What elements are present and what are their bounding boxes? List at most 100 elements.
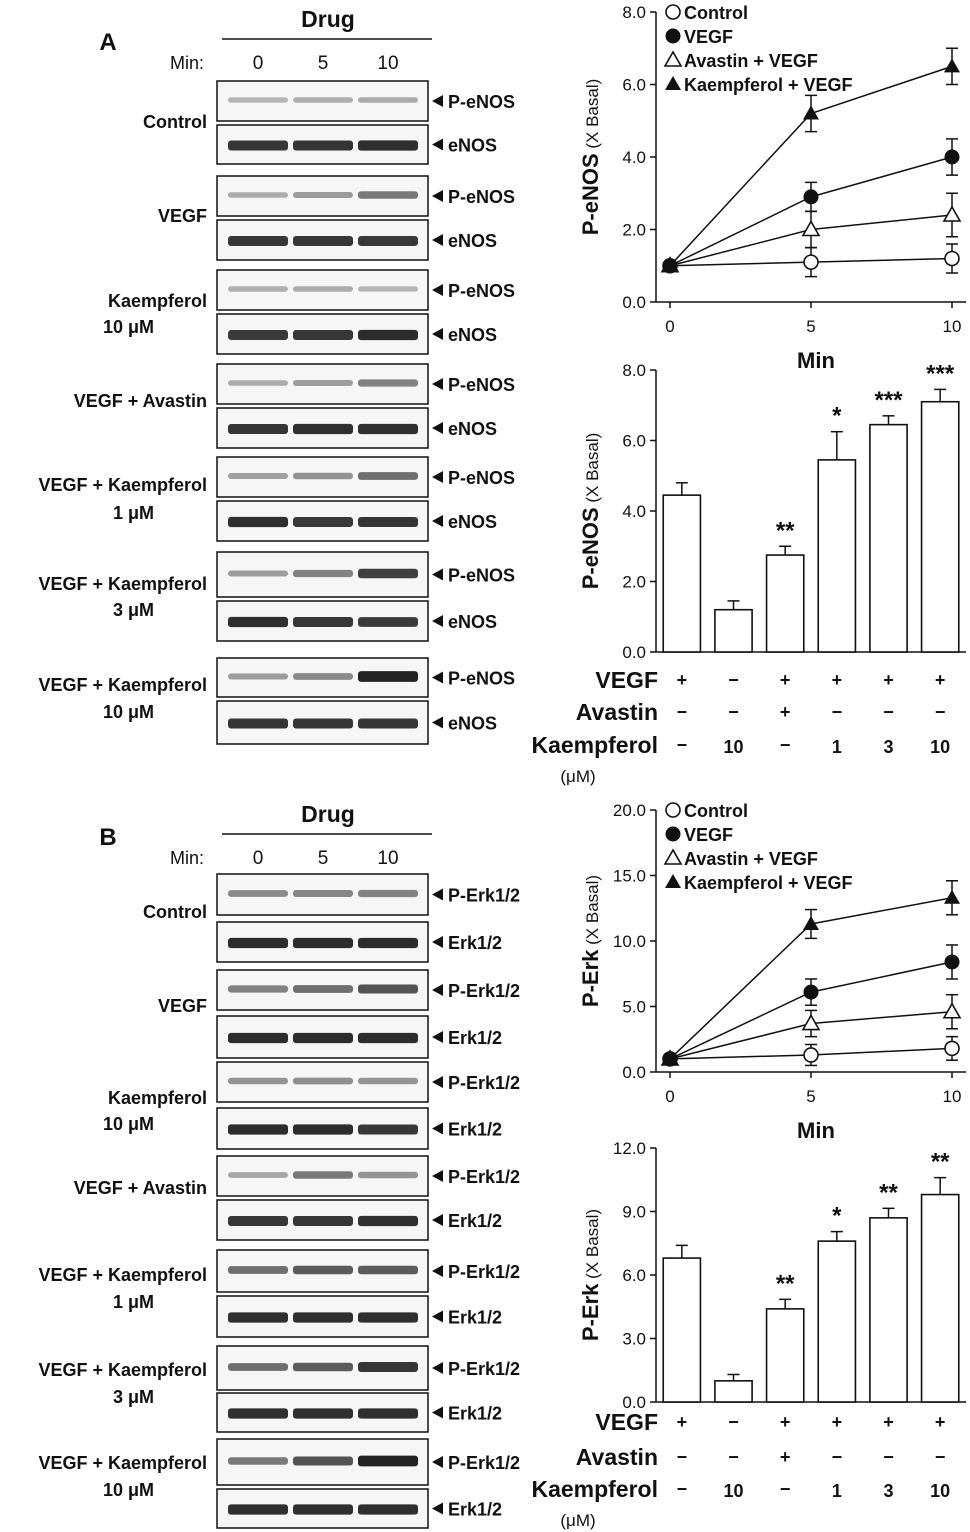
- band-label: Erk1/2: [448, 1120, 502, 1140]
- condition-concentration: 3 μM: [113, 1387, 154, 1407]
- band-arrow-icon: [432, 190, 443, 202]
- y-tick-label: 0.0: [622, 1063, 646, 1082]
- condition-mark: 1: [832, 1481, 842, 1501]
- band-arrow-icon: [432, 716, 443, 729]
- condition-label: VEGF: [158, 996, 207, 1016]
- blot-band: [358, 1215, 418, 1227]
- y-tick-label: 4.0: [622, 148, 646, 167]
- blot-band: [358, 423, 418, 435]
- condition-mark: +: [883, 1412, 894, 1432]
- band-arrow-icon: [432, 1265, 443, 1277]
- blot-band: [293, 1408, 353, 1419]
- condition-label: VEGF + Kaempferol: [38, 1453, 207, 1473]
- y-axis-label: P-Erk (X Basal): [578, 1209, 603, 1341]
- blot-band: [358, 1171, 418, 1179]
- blot-band: [228, 616, 288, 628]
- x-tick-label: 10: [943, 1087, 962, 1106]
- y-tick-label: 6.0: [622, 76, 646, 95]
- significance-label: ***: [874, 387, 903, 414]
- y-tick-label: 0.0: [622, 1393, 646, 1412]
- band-arrow-icon: [432, 1031, 443, 1043]
- blot-band: [293, 718, 353, 729]
- blot-band: [228, 192, 288, 198]
- band-label: P-eNOS: [448, 566, 515, 586]
- blot-band: [228, 718, 288, 729]
- legend-marker: [665, 874, 681, 888]
- blot-band: [293, 1124, 353, 1135]
- blot-band: [228, 937, 288, 949]
- x-tick-label: 0: [665, 317, 674, 336]
- blot-band: [358, 1455, 418, 1467]
- blot-band: [293, 330, 353, 340]
- band-label: P-Erk1/2: [448, 886, 520, 906]
- blot-band: [293, 517, 353, 527]
- condition-mark: −: [677, 1479, 688, 1499]
- blot-band: [228, 673, 288, 680]
- condition-mark: 10: [723, 1481, 743, 1501]
- condition-mark: −: [728, 670, 739, 690]
- bar: [920, 400, 960, 653]
- blot-band: [358, 671, 418, 682]
- legend-marker: [665, 4, 681, 20]
- blot-band: [293, 985, 353, 993]
- blot-band: [293, 423, 353, 435]
- blot-band: [358, 329, 418, 341]
- blot-band: [228, 890, 288, 897]
- blot-band: [293, 1312, 353, 1323]
- blot-band: [293, 1362, 353, 1372]
- condition-mark: −: [935, 702, 946, 722]
- data-point: [944, 149, 960, 165]
- unit-label: (μM): [560, 1511, 595, 1530]
- data-point: [662, 257, 678, 272]
- band-arrow-icon: [432, 138, 443, 151]
- y-tick-label: 5.0: [622, 998, 646, 1017]
- blot-frame: [216, 1061, 429, 1103]
- y-tick-label: 0.0: [622, 643, 646, 662]
- condition-mark: 3: [883, 737, 893, 757]
- y-tick-label: 12.0: [613, 1139, 646, 1158]
- blot-band: [358, 1408, 418, 1419]
- unit-label: (μM): [560, 767, 595, 786]
- condition-label: Kaempferol: [108, 291, 207, 311]
- y-tick-label: 15.0: [613, 867, 646, 886]
- blot-band: [228, 1504, 288, 1515]
- band-label: P-eNOS: [448, 669, 515, 689]
- time-point-label: 10: [377, 53, 398, 74]
- blot-band: [358, 1265, 418, 1275]
- line-chart-peNOS: 0.0 2.0 4.0 6.0 8.0 0 5 10 Min P-eNOS (X Basal) Co…: [578, 3, 966, 373]
- band-label: eNOS: [448, 714, 497, 734]
- condition-row-label: VEGF: [595, 667, 658, 693]
- blot-band: [293, 890, 353, 897]
- condition-label: Control: [143, 112, 207, 132]
- panel-letter: A: [99, 29, 116, 56]
- blot-header-drug: Drug: [301, 6, 355, 32]
- data-point: [803, 1047, 819, 1063]
- band-arrow-icon: [432, 671, 443, 684]
- blot-band: [293, 1265, 353, 1275]
- condition-concentration: 10 μM: [103, 1114, 154, 1134]
- condition-row-label: Kaempferol: [531, 732, 658, 758]
- blot-band: [228, 1032, 288, 1044]
- condition-mark: +: [677, 670, 688, 690]
- band-arrow-icon: [432, 1214, 443, 1226]
- condition-concentration: 10 μM: [103, 702, 154, 722]
- bar-chart-peNOS: 0.02.04.06.08.0P-eNOS (X Basal)*********…: [531, 360, 966, 786]
- band-label: P-eNOS: [448, 92, 515, 112]
- blot-band: [358, 617, 418, 627]
- blot-band: [293, 97, 353, 103]
- band-label: eNOS: [448, 325, 497, 345]
- blot-band: [358, 937, 418, 949]
- blot-band: [293, 379, 353, 387]
- bar: [714, 608, 753, 653]
- band-arrow-icon: [432, 1362, 443, 1374]
- band-arrow-icon: [432, 471, 443, 483]
- band-arrow-icon: [432, 378, 443, 390]
- condition-mark: +: [780, 702, 791, 722]
- band-arrow-icon: [432, 568, 443, 581]
- blot-band: [358, 472, 418, 480]
- band-arrow-icon: [432, 1122, 443, 1135]
- legend-marker: [663, 848, 683, 865]
- condition-mark: 10: [930, 737, 950, 757]
- bar: [869, 1217, 908, 1403]
- condition-mark: +: [780, 1447, 791, 1467]
